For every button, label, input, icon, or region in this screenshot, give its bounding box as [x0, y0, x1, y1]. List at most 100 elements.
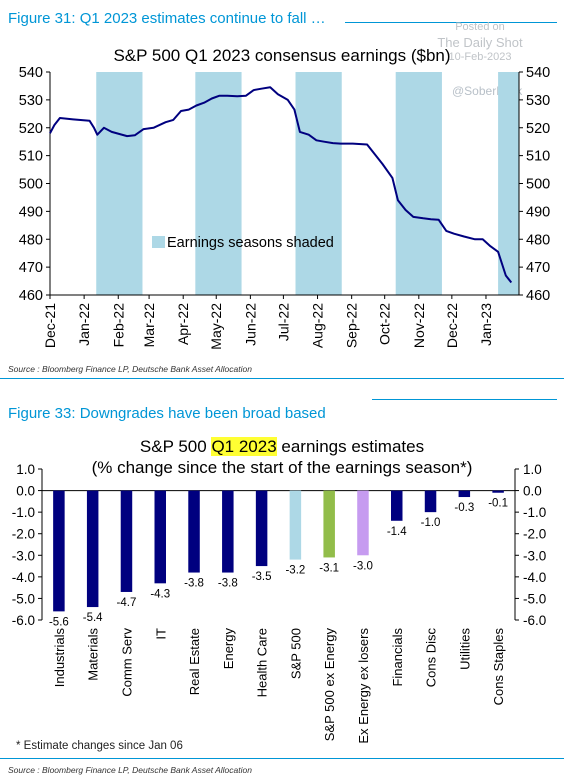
earnings-season-shade [498, 72, 519, 295]
bar-it [154, 490, 166, 584]
footnote: * Estimate changes since Jan 06 [16, 740, 183, 752]
bar-y-tick-label-right: -1.0 [523, 505, 546, 520]
legend-swatch [152, 236, 165, 248]
y-tick-label-right: 520 [526, 121, 550, 137]
x-tick-label: Aug-22 [310, 303, 326, 348]
earnings-estimates-bar-chart: 1.0 1.0 0.0 0.0 -1.0 -1.0 -2.0 -2.0 -3.0 -3.0 -4.0… [12, 462, 547, 744]
y-tick-label-left: 470 [19, 260, 43, 276]
figure-33-rule [372, 399, 557, 400]
y-tick-label-right: 480 [526, 232, 550, 248]
x-tick-label: Mar-22 [141, 303, 157, 348]
bar-y-tick-label-right: -3.0 [523, 548, 546, 563]
bar-value-label: -0.3 [454, 502, 474, 514]
figure-33-panel: Figure 33: Downgrades have been broad ba… [0, 392, 564, 784]
bar-category-label: Utilities [457, 628, 472, 670]
bar-value-label: -3.5 [252, 571, 272, 583]
bar-category-label: Energy [221, 628, 236, 670]
bar-real-estate [188, 490, 200, 573]
bar-y-tick-label-left: 1.0 [16, 462, 35, 477]
bar-category-label: Health Care [255, 628, 270, 697]
figure-33-title: Figure 33: Downgrades have been broad ba… [8, 405, 326, 422]
y-tick-label-left: 540 [19, 65, 43, 81]
consensus-earnings-line-chart: S&P 500 Q1 2023 consensus earnings ($bn)… [19, 46, 550, 350]
bar-category-label: S&P 500 ex Energy [322, 628, 337, 742]
bar-value-label: -1.0 [421, 517, 441, 529]
earnings-season-shade [195, 72, 242, 295]
y-tick-label-left: 530 [19, 93, 43, 109]
x-tick-label: Apr-22 [175, 303, 191, 345]
y-tick-label-left: 500 [19, 177, 43, 193]
y-tick-label-right: 530 [526, 93, 550, 109]
bar-category-label: Cons Disc [424, 628, 439, 688]
bar-category-label: S&P 500 [288, 628, 303, 679]
bar-cons-disc [424, 490, 437, 513]
x-tick-label: May-22 [208, 303, 224, 350]
y-tick-label-right: 460 [526, 288, 550, 304]
bar-energy [222, 490, 234, 573]
bar-value-label: -3.0 [353, 560, 373, 572]
bar-value-label: -4.7 [117, 597, 137, 609]
bar-y-tick-label-right: 1.0 [523, 462, 542, 477]
y-tick-label-left: 510 [19, 149, 43, 165]
bar-category-label: Ex Energy ex losers [356, 628, 371, 744]
bar-y-tick-label-right: 0.0 [523, 484, 542, 499]
bar-y-tick-label-right: -4.0 [523, 570, 546, 585]
y-tick-label-left: 490 [19, 204, 43, 220]
bar-ex-energy-ex-losers [357, 490, 369, 556]
bar-category-label: Materials [86, 628, 101, 681]
bar-cons-staples [492, 490, 504, 493]
x-tick-label: Sep-22 [344, 303, 360, 348]
bar-category-label: Financials [390, 628, 405, 687]
x-tick-label: Jan-23 [478, 303, 494, 346]
y-tick-label-left: 480 [19, 232, 43, 248]
x-tick-label: Oct-22 [377, 303, 393, 345]
bar-chart-title-prefix: S&P 500 [139, 437, 212, 456]
bar-value-label: -3.8 [184, 578, 204, 590]
bar-value-label: -5.4 [83, 612, 103, 624]
x-tick-label: Dec-21 [42, 303, 58, 348]
bar-y-tick-label-left: -5.0 [12, 591, 35, 606]
y-tick-label-left: 520 [19, 121, 43, 137]
bar-chart-title-highlight: Q1 2023 [211, 437, 277, 456]
x-tick-label: Jul-22 [275, 303, 291, 341]
y-tick-label-right: 490 [526, 204, 550, 220]
bar-value-label: -3.2 [285, 565, 305, 577]
y-tick-label-right: 540 [526, 65, 550, 81]
line-chart-title: S&P 500 Q1 2023 consensus earnings ($bn) [113, 46, 450, 65]
bar-value-label: -3.1 [319, 562, 339, 574]
figure-31-source: Source : Bloomberg Finance LP, Deutsche … [8, 364, 252, 374]
bar-s-p-500 [289, 490, 302, 560]
bar-y-tick-label-left: -3.0 [12, 548, 35, 563]
y-tick-label-left: 460 [19, 288, 43, 304]
bar-value-label: -5.6 [49, 616, 69, 628]
bar-y-tick-label-left: -6.0 [12, 613, 35, 628]
bar-chart-title-suffix: earnings estimates [276, 437, 425, 456]
figure-31-rule [345, 22, 557, 23]
bar-s-p-500-ex-energy [323, 490, 335, 558]
y-tick-label-right: 510 [526, 149, 550, 165]
bar-chart-title: S&P 500 Q1 2023 earnings estimates [0, 436, 564, 457]
y-tick-label-right: 500 [526, 177, 550, 193]
legend-label: Earnings seasons shaded [167, 235, 334, 251]
bar-y-tick-label-right: -2.0 [523, 527, 546, 542]
bar-y-tick-label-left: -1.0 [12, 505, 35, 520]
x-tick-label: Jan-22 [76, 303, 92, 346]
x-tick-label: Jun-22 [242, 303, 258, 346]
bar-y-tick-label-right: -6.0 [523, 613, 546, 628]
figure-33-bottom-rule [0, 758, 564, 759]
bar-y-tick-label-right: -5.0 [523, 591, 546, 606]
x-tick-label: Dec-22 [444, 303, 460, 348]
bar-value-label: -4.3 [150, 588, 170, 600]
earnings-season-shade [295, 72, 342, 295]
bar-y-tick-label-left: 0.0 [16, 484, 35, 499]
bar-category-label: Industrials [52, 628, 67, 688]
bar-category-label: Comm Serv [119, 628, 134, 697]
bar-health-care [255, 490, 268, 567]
watermark-line1: Posted on [455, 21, 505, 33]
bar-value-label: -0.1 [488, 498, 508, 510]
watermark-line2: The Daily Shot [437, 35, 523, 50]
bar-industrials [53, 490, 65, 612]
bar-comm-serv [120, 490, 133, 592]
bar-materials [86, 490, 99, 608]
bar-category-label: Real Estate [187, 628, 202, 695]
